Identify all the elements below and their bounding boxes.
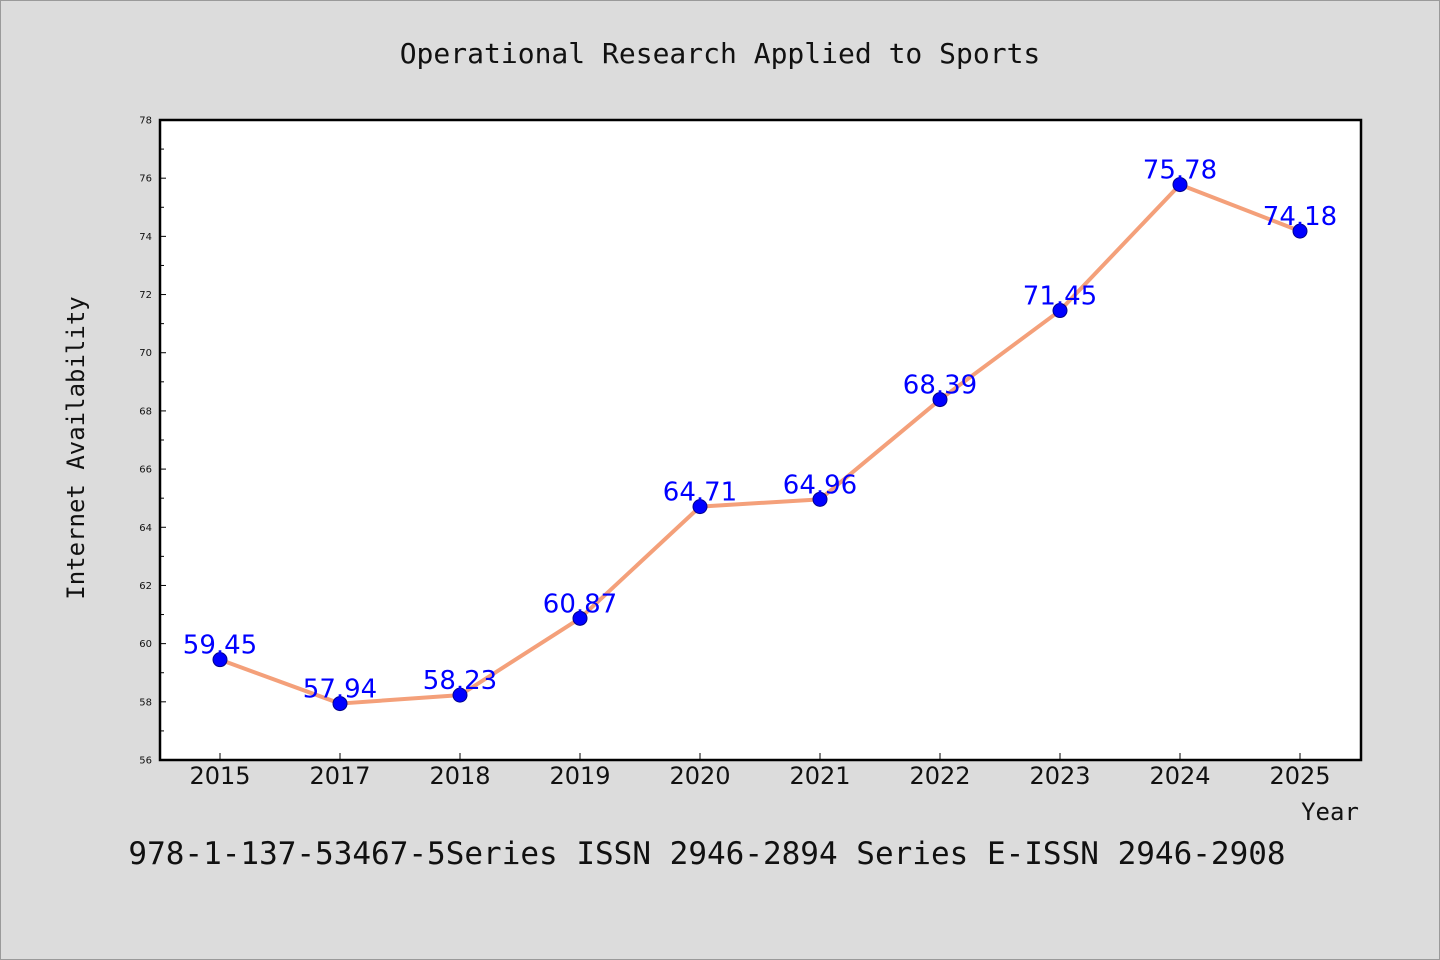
y-tick-label: 56 (139, 756, 152, 767)
x-axis-ticks: 2015 2017 2018 2019 2020 2021 2022 2023 2024 2025 (189, 753, 1331, 790)
data-point (452, 687, 468, 703)
data-label: 64.96 (783, 470, 857, 500)
chart-title: Operational Research Applied to Sports (400, 37, 1041, 70)
data-label: 59.45 (183, 631, 257, 661)
x-tick-label: 2023 (1029, 762, 1090, 790)
y-tick-label: 68 (139, 406, 152, 417)
data-label: 71.45 (1023, 282, 1097, 312)
data-point (1172, 177, 1188, 193)
y-tick-label: 66 (139, 465, 152, 476)
y-axis-ticks: 56 58 60 62 64 66 68 70 72 74 76 78 (139, 116, 166, 767)
y-axis-label: Internet Availability (62, 296, 90, 599)
x-tick-label: 2017 (309, 762, 370, 790)
data-point (1052, 303, 1068, 319)
x-tick-label: 2015 (189, 762, 250, 790)
x-axis-label: Year (1301, 798, 1359, 826)
x-tick-label: 2025 (1269, 762, 1330, 790)
x-tick-label: 2019 (549, 762, 610, 790)
data-point (1292, 223, 1308, 239)
data-point (812, 491, 828, 507)
footer-isbn-issn: 978-1-137-53467-5Series ISSN 2946-2894 S… (128, 836, 1285, 872)
data-point (692, 499, 708, 515)
data-markers (212, 177, 1308, 712)
series-line (218, 182, 1302, 706)
data-point (932, 392, 948, 408)
plot-area (160, 120, 1361, 760)
plot-border (158, 118, 1363, 762)
data-point (572, 610, 588, 626)
data-label: 74.18 (1263, 202, 1337, 232)
data-label: 68.39 (903, 371, 977, 401)
x-tick-label: 2020 (669, 762, 730, 790)
x-tick-label: 2022 (909, 762, 970, 790)
y-tick-label: 78 (139, 116, 152, 127)
data-point (212, 652, 228, 668)
data-label: 57.94 (303, 675, 377, 705)
y-tick-label: 76 (139, 174, 152, 185)
data-label: 75.78 (1143, 156, 1217, 186)
data-label: 60.87 (543, 589, 617, 619)
y-tick-label: 62 (139, 581, 152, 592)
data-label: 58.23 (423, 666, 497, 696)
y-tick-label: 74 (139, 232, 152, 243)
data-label: 64.71 (663, 478, 737, 508)
y-tick-label: 58 (139, 697, 152, 708)
data-point (332, 696, 348, 712)
data-labels: 59.45 57.94 58.23 60.87 64.71 64.96 68.39 71.45… (183, 156, 1337, 705)
y-tick-label: 70 (139, 348, 152, 359)
y-tick-label: 64 (139, 523, 152, 534)
x-tick-label: 2024 (1149, 762, 1210, 790)
y-tick-label: 60 (139, 639, 152, 650)
x-tick-label: 2018 (429, 762, 490, 790)
y-tick-label: 72 (139, 290, 152, 301)
x-tick-label: 2021 (789, 762, 850, 790)
